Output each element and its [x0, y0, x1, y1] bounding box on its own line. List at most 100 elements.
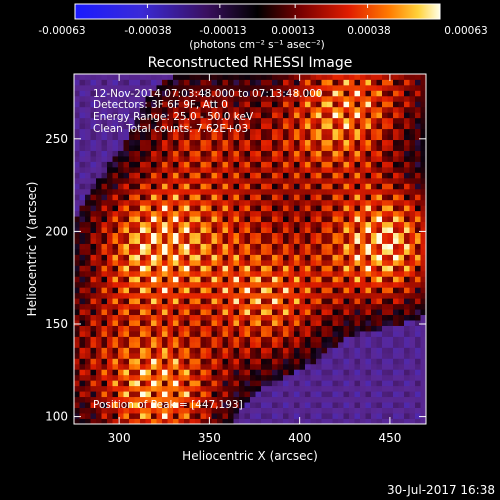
heatmap-cell: [255, 281, 262, 288]
heatmap-cell: [244, 281, 251, 288]
heatmap-cell: [266, 183, 273, 190]
heatmap-cell: [266, 336, 273, 343]
heatmap-cell: [239, 161, 245, 168]
heatmap-cell: [195, 391, 201, 398]
heatmap-cell: [255, 161, 262, 168]
heatmap-cell: [382, 84, 388, 91]
heatmap-cell: [140, 336, 146, 343]
heatmap-cell: [398, 199, 405, 206]
heatmap-cell: [365, 418, 372, 424]
heatmap-cell: [178, 177, 185, 184]
heatmap-cell: [393, 210, 399, 217]
heatmap-cell: [178, 254, 185, 261]
heatmap-cell: [272, 106, 278, 113]
heatmap-cell: [129, 79, 135, 86]
heatmap-cell: [255, 259, 262, 266]
heatmap-cell: [382, 188, 388, 195]
heatmap-cell: [189, 112, 196, 119]
heatmap-cell: [195, 309, 201, 316]
heatmap-cell: [90, 238, 97, 244]
heatmap-cell: [140, 79, 146, 86]
heatmap-cell: [332, 270, 339, 277]
heatmap-cell: [79, 265, 86, 272]
heatmap-cell: [321, 298, 328, 305]
heatmap-cell: [321, 341, 328, 348]
heatmap-cell: [299, 314, 306, 321]
heatmap-cell: [162, 352, 168, 359]
heatmap-cell: [85, 287, 91, 294]
heatmap-cell: [90, 331, 97, 337]
heatmap-cell: [316, 95, 322, 102]
heatmap-cell: [299, 139, 306, 146]
heatmap-cell: [145, 314, 152, 321]
heatmap-cell: [332, 358, 339, 365]
heatmap-cell: [398, 292, 405, 299]
heatmap-cell: [206, 407, 212, 414]
heatmap-cell: [365, 117, 372, 124]
heatmap-cell: [167, 287, 174, 294]
heatmap-cell: [173, 139, 179, 146]
heatmap-cell: [189, 177, 196, 184]
heatmap-cell: [250, 249, 256, 255]
heatmap-cell: [327, 413, 333, 419]
heatmap-cell: [184, 134, 190, 141]
heatmap-cell: [371, 101, 377, 108]
heatmap-cell: [409, 183, 416, 190]
heatmap-cell: [327, 254, 333, 261]
heatmap-cell: [107, 309, 113, 316]
heatmap-cell: [206, 123, 212, 130]
heatmap-cell: [349, 358, 355, 365]
heatmap-cell: [217, 309, 223, 316]
heatmap-cell: [211, 265, 218, 272]
heatmap-cell: [96, 194, 102, 201]
heatmap-cell: [107, 314, 113, 321]
heatmap-cell: [129, 358, 135, 365]
heatmap-cell: [387, 287, 394, 294]
heatmap-cell: [123, 194, 130, 201]
heatmap-cell: [327, 117, 333, 124]
heatmap-cell: [387, 199, 394, 206]
heatmap-cell: [200, 84, 207, 91]
heatmap-cell: [118, 320, 124, 326]
heatmap-cell: [261, 265, 267, 272]
heatmap-cell: [112, 287, 119, 294]
heatmap-cell: [118, 166, 124, 173]
heatmap-cell: [354, 123, 361, 130]
heatmap-cell: [266, 112, 273, 119]
heatmap-cell: [294, 352, 300, 359]
heatmap-cell: [255, 265, 262, 272]
heatmap-cell: [90, 270, 97, 277]
heatmap-cell: [118, 134, 124, 141]
heatmap-cell: [162, 259, 168, 266]
heatmap-cell: [167, 265, 174, 272]
heatmap-cell: [299, 232, 306, 239]
heatmap-cell: [376, 385, 383, 392]
heatmap-cell: [415, 90, 421, 97]
heatmap-cell: [398, 374, 405, 381]
heatmap-cell: [266, 172, 273, 179]
heatmap-cell: [310, 128, 317, 135]
heatmap-cell: [360, 199, 366, 206]
heatmap-cell: [156, 325, 163, 332]
heatmap-cell: [178, 298, 185, 305]
heatmap-cell: [178, 117, 185, 124]
heatmap-cell: [222, 270, 229, 277]
heatmap-cell: [365, 287, 372, 294]
heatmap-cell: [129, 314, 135, 321]
heatmap-cell: [189, 216, 196, 223]
heatmap-cell: [96, 254, 102, 261]
heatmap-cell: [415, 391, 421, 398]
heatmap-cell: [217, 79, 223, 86]
heatmap-cell: [310, 407, 317, 414]
heatmap-cell: [79, 259, 86, 266]
heatmap-cell: [118, 106, 124, 113]
heatmap-cell: [79, 134, 86, 141]
heatmap-cell: [206, 117, 212, 124]
heatmap-cell: [151, 194, 157, 201]
heatmap-cell: [371, 303, 377, 310]
heatmap-cell: [151, 325, 157, 332]
heatmap-cell: [360, 287, 366, 294]
heatmap-cell: [321, 396, 328, 403]
heatmap-cell: [310, 320, 317, 326]
heatmap-cell: [343, 227, 350, 233]
